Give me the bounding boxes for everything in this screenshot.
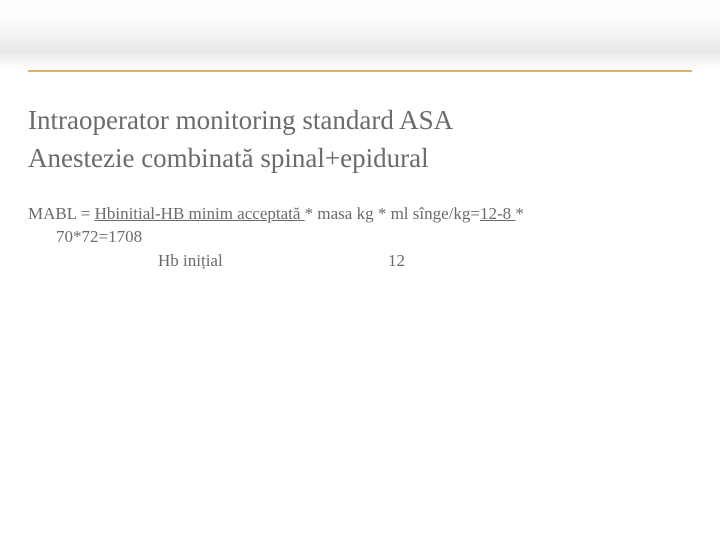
table-row: Hb inițial 12 bbox=[28, 251, 692, 271]
title-area bbox=[0, 0, 720, 70]
formula-underlined-1: Hbinitial-HB minim acceptată bbox=[95, 204, 305, 223]
formula-underlined-2: 12-8 bbox=[480, 204, 515, 223]
table-row-value: 12 bbox=[388, 251, 405, 271]
table-row-label: Hb inițial bbox=[28, 251, 388, 271]
formula-prefix: MABL = bbox=[28, 204, 95, 223]
formula-block: MABL = Hbinitial-HB minim acceptată * ma… bbox=[28, 203, 692, 271]
formula-suffix: * bbox=[515, 204, 524, 223]
body-line-2: Anestezie combinată spinal+epidural bbox=[28, 140, 692, 176]
formula-line-2: 70*72=1708 bbox=[28, 226, 692, 249]
body-line-1: Intraoperator monitoring standard ASA bbox=[28, 102, 692, 138]
formula-line-1: MABL = Hbinitial-HB minim acceptată * ma… bbox=[28, 203, 692, 226]
content-area: Intraoperator monitoring standard ASA An… bbox=[0, 72, 720, 271]
formula-mid: * masa kg * ml sînge/kg= bbox=[305, 204, 480, 223]
slide: Intraoperator monitoring standard ASA An… bbox=[0, 0, 720, 540]
